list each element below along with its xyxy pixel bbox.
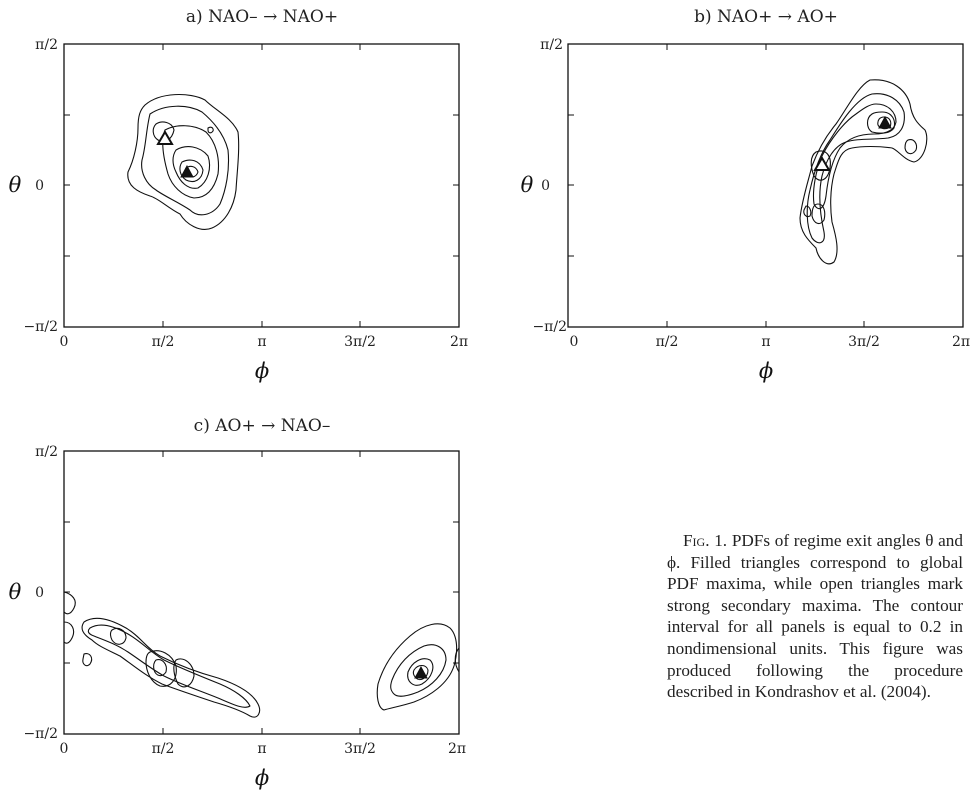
panel-c-ylabel: θ <box>9 580 22 604</box>
panel-b-xtick-0: 0 <box>570 334 579 350</box>
panel-a-secondary-max-open-triangle <box>156 130 174 145</box>
panel-a-xtick-4: 2π <box>450 334 468 350</box>
panel-c-xtick-1: π/2 <box>152 741 175 757</box>
panel-c-xlabel: ϕ <box>255 766 269 790</box>
panel-b-ytick-1: 0 <box>541 178 550 194</box>
panel-b-contours <box>799 79 928 265</box>
panel-c-markers <box>414 665 428 679</box>
panel-c-ytick-2: −π/2 <box>23 726 58 742</box>
panel-a-contours <box>127 93 240 230</box>
panel-a-xtick-3: 3π/2 <box>344 334 376 350</box>
panel-a-ytick-1: 0 <box>35 178 44 194</box>
panel-a-xtick-1: π/2 <box>152 334 175 350</box>
panel-a-xtick-2: π <box>257 334 266 350</box>
panel-b-xtick-1: π/2 <box>656 334 679 350</box>
figure-caption-text: PDFs of regime exit angles θ and ϕ. Fill… <box>667 531 963 702</box>
panel-c-frame <box>63 450 460 735</box>
panel-c-title: c) AO+ → NAO– <box>194 416 331 436</box>
panel-c-ytick-1: 0 <box>35 585 44 601</box>
panel-a-ticks <box>64 44 459 327</box>
panel-a-ytick-0: π/2 <box>35 37 58 53</box>
panel-b-frame <box>567 43 964 328</box>
panel-b-secondary-max-open-triangle <box>813 156 831 171</box>
panel-b-xtick-2: π <box>761 334 770 350</box>
panel-b-xtick-4: 2π <box>952 334 970 350</box>
panel-b-markers <box>813 115 892 171</box>
panel-b-global-max-filled-triangle <box>878 115 892 129</box>
panel-c-xtick-2: π <box>257 741 266 757</box>
panel-c-xtick-4: 2π <box>448 741 466 757</box>
panel-b-ytick-2: −π/2 <box>532 319 567 335</box>
panel-b-ylabel: θ <box>521 173 534 197</box>
panel-b-title: b) NAO+ → AO+ <box>694 7 838 27</box>
figure-caption-label: Fig. 1. <box>683 531 728 550</box>
panel-a: a) NAO– → NAO+ 0 π/2 π 3π/2 2π π/2 0 −π/… <box>9 7 468 383</box>
figure-caption: Fig. 1. PDFs of regime exit angles θ and… <box>667 530 963 703</box>
panel-b-xlabel: ϕ <box>759 359 773 383</box>
panel-b-xtick-3: 3π/2 <box>848 334 880 350</box>
panel-a-title: a) NAO– → NAO+ <box>186 7 338 27</box>
panel-a-xtick-0: 0 <box>60 334 69 350</box>
panel-b-ticks <box>568 44 963 327</box>
panel-a-ytick-2: −π/2 <box>23 319 58 335</box>
panel-c-global-max-filled-triangle <box>414 665 428 679</box>
panel-a-frame <box>63 43 460 328</box>
panel-c-contours <box>63 591 460 718</box>
panel-c: c) AO+ → NAO– 0 π/2 π 3π/2 2π π/2 0 −π/2… <box>9 416 466 790</box>
panel-c-xtick-3: 3π/2 <box>344 741 376 757</box>
panel-b-ytick-0: π/2 <box>540 37 563 53</box>
panel-a-ylabel: θ <box>9 173 22 197</box>
panel-b: b) NAO+ → AO+ 0 π/2 π 3π/2 2π π/2 0 −π/2… <box>521 7 970 383</box>
panel-c-ticks <box>64 451 459 734</box>
panel-c-xtick-0: 0 <box>60 741 69 757</box>
panel-c-ytick-0: π/2 <box>35 444 58 460</box>
panel-a-xlabel: ϕ <box>255 359 269 383</box>
panel-a-global-max-filled-triangle <box>180 164 194 178</box>
panel-a-markers <box>156 130 194 178</box>
